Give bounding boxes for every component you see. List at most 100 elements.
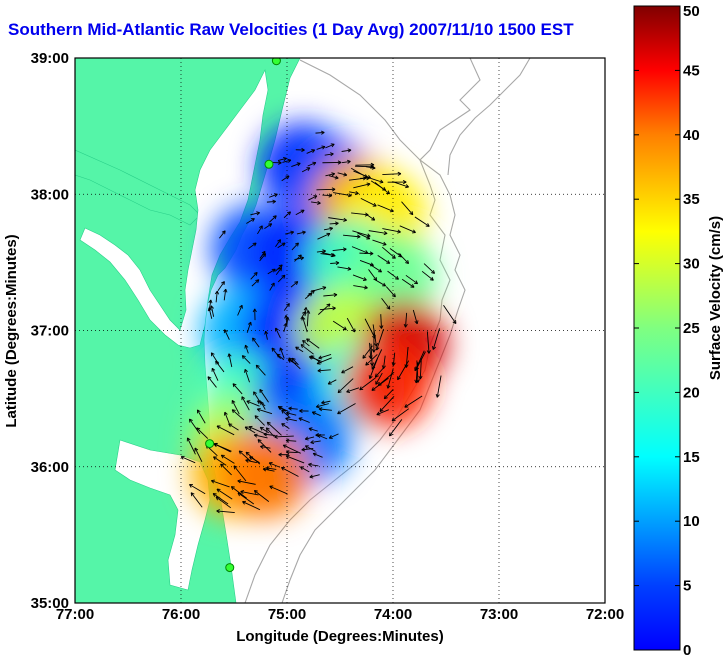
velocity-arrow xyxy=(275,327,281,339)
velocity-arrow xyxy=(216,425,235,436)
velocity-arrow xyxy=(308,462,319,467)
velocity-arrow xyxy=(391,352,396,366)
velocity-arrow xyxy=(379,314,384,329)
velocity-arrow xyxy=(281,423,290,429)
y-tick-label-3: 38:00 xyxy=(31,186,69,203)
velocity-arrow xyxy=(259,389,269,403)
colorbar-tick-label-8: 40 xyxy=(683,127,700,144)
velocity-arrow xyxy=(246,400,260,407)
velocity-arrow xyxy=(252,337,260,348)
velocity-arrow xyxy=(251,279,260,287)
velocity-arrow xyxy=(302,340,310,347)
velocity-arrow xyxy=(266,199,276,204)
velocity-arrow xyxy=(372,239,387,246)
velocity-arrow xyxy=(317,434,328,440)
velocity-arrow xyxy=(282,444,301,454)
velocity-arrow xyxy=(277,274,286,283)
velocity-arrow xyxy=(309,474,320,479)
velocity-arrow xyxy=(346,317,356,333)
velocity-arrow xyxy=(295,147,305,153)
velocity-arrow xyxy=(217,281,225,291)
velocity-arrow xyxy=(223,411,231,426)
velocity-arrow xyxy=(281,466,299,477)
velocity-arrow xyxy=(343,234,361,239)
colorbar-tick-label-3: 15 xyxy=(683,449,700,466)
velocity-arrow xyxy=(341,366,354,374)
velocity-arrow xyxy=(290,281,299,288)
velocity-arrow xyxy=(377,204,394,213)
velocity-arrow xyxy=(310,200,321,205)
velocity-arrow xyxy=(432,328,440,350)
velocity-arrow xyxy=(269,215,277,223)
velocity-arrow xyxy=(387,270,399,280)
velocity-arrow xyxy=(213,442,232,452)
velocity-arrow xyxy=(435,375,442,398)
velocity-arrow xyxy=(348,176,367,181)
velocity-arrow xyxy=(414,216,430,227)
velocity-arrow xyxy=(415,351,426,371)
colorbar-tick-label-6: 30 xyxy=(683,256,700,273)
velocity-arrow xyxy=(216,488,233,500)
velocity-arrow xyxy=(277,242,286,249)
velocity-arrow xyxy=(401,201,414,216)
y-tick-label-2: 37:00 xyxy=(31,323,69,340)
velocity-arrow xyxy=(254,415,265,426)
station-marker-2 xyxy=(205,439,215,449)
velocity-arrow xyxy=(423,263,435,274)
velocity-arrow xyxy=(231,400,240,415)
velocity-arrow xyxy=(196,409,206,424)
velocity-arrow xyxy=(260,401,266,410)
velocity-arrow xyxy=(248,425,267,435)
x-axis-label: Longitude (Degrees:Minutes) xyxy=(236,628,444,645)
velocity-arrow xyxy=(246,218,255,224)
velocity-arrow xyxy=(228,423,239,431)
velocity-arrow xyxy=(259,250,266,259)
velocity-arrow xyxy=(405,274,418,285)
velocity-arrow xyxy=(381,355,386,369)
velocity-arrow xyxy=(318,407,332,412)
velocity-arrow xyxy=(318,353,332,360)
velocity-arrow xyxy=(443,305,457,324)
velocity-arrow xyxy=(387,180,407,185)
velocity-arrow xyxy=(266,421,282,436)
velocity-arrow xyxy=(291,357,299,366)
velocity-arrow xyxy=(304,445,316,452)
velocity-arrow xyxy=(267,268,276,275)
velocity-arrow xyxy=(215,496,232,509)
velocity-arrow xyxy=(322,160,342,165)
velocity-arrow xyxy=(352,274,367,282)
velocity-arrow xyxy=(274,434,294,439)
velocity-arrow xyxy=(283,303,290,311)
velocity-arrow xyxy=(241,355,251,364)
velocity-arrow xyxy=(328,433,339,439)
velocity-arrow xyxy=(386,368,394,389)
velocity-arrow xyxy=(308,195,318,201)
plot-frame xyxy=(74,57,606,604)
velocity-arrow xyxy=(351,212,369,217)
velocity-arrow xyxy=(216,509,235,514)
velocity-arrow xyxy=(353,285,368,290)
velocity-arrow xyxy=(368,230,388,236)
velocity-arrow xyxy=(259,426,270,434)
velocity-arrow xyxy=(285,450,298,455)
velocity-arrow xyxy=(250,211,260,216)
y-tick-labels: 35:00 36:00 37:00 38:00 39:00 xyxy=(31,50,69,612)
velocity-arrow xyxy=(310,355,322,364)
x-tick-label-2: 75:00 xyxy=(268,606,306,623)
velocity-arrow xyxy=(359,259,374,267)
radar-stations xyxy=(205,58,281,573)
velocity-arrow xyxy=(211,367,219,381)
velocity-arrow xyxy=(223,288,228,301)
colorbar-tick-label-4: 20 xyxy=(683,384,700,401)
velocity-arrow xyxy=(341,148,352,153)
velocity-arrow xyxy=(304,436,315,441)
velocity-arrow xyxy=(354,164,374,169)
velocity-arrow xyxy=(426,331,431,354)
velocity-arrow xyxy=(252,308,257,321)
velocity-arrow xyxy=(325,172,336,177)
velocity-arrow xyxy=(272,160,282,165)
velocity-arrow xyxy=(337,403,356,415)
velocity-arrow xyxy=(316,145,326,150)
velocity-arrow xyxy=(220,463,232,476)
velocity-cell-15 xyxy=(343,341,432,429)
